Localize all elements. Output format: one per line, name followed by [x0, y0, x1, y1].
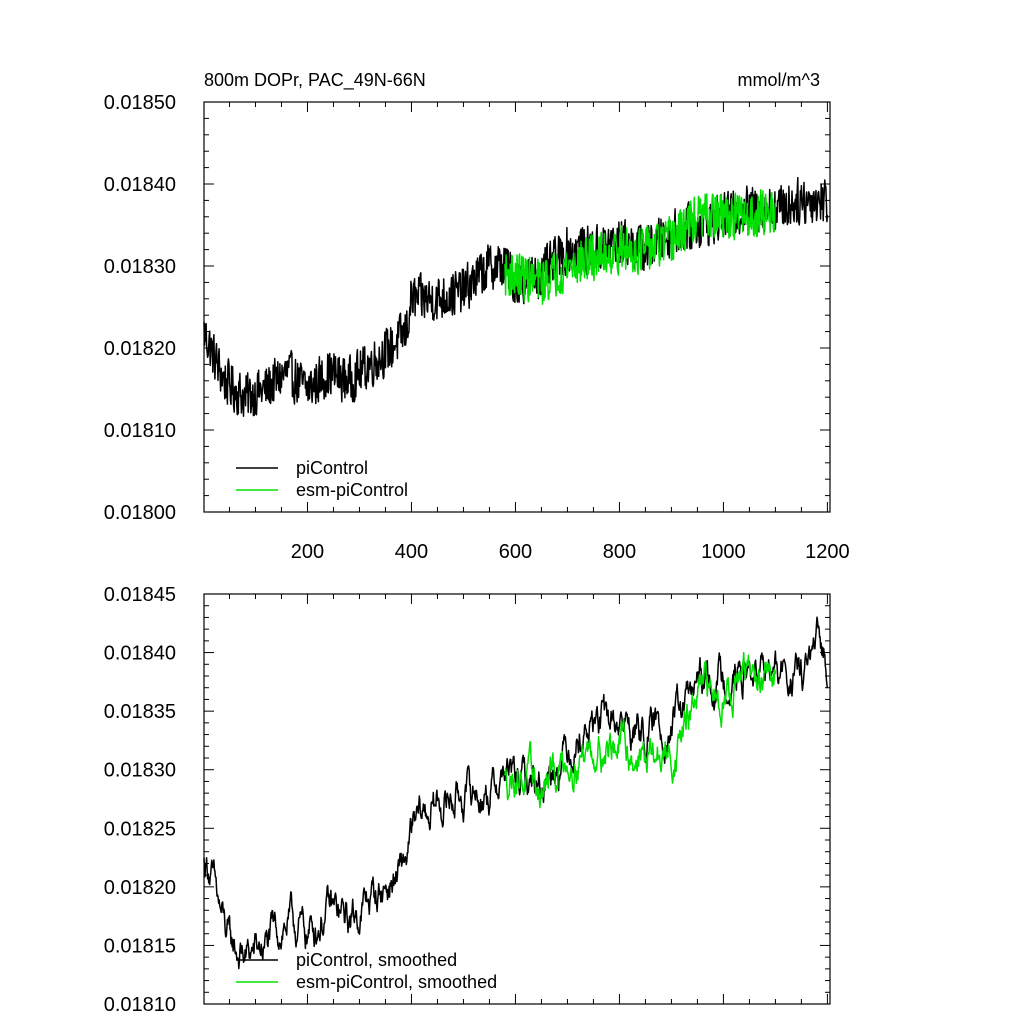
- legend: piControl, smoothed esm-piControl, smoot…: [236, 950, 497, 992]
- y-tick-label: 0.01850: [104, 92, 176, 114]
- series-lines: [203, 176, 829, 417]
- series-line-picontrol-smoothed: [203, 616, 829, 970]
- x-tick-label: 600: [499, 541, 532, 563]
- series-line-picontrol: [203, 176, 829, 417]
- x-tick-label: 1200: [805, 541, 850, 563]
- top-panel: 800m DOPr, PAC_49N-66N mmol/m^3 200 400 60…: [104, 70, 850, 563]
- x-tick-label: 1000: [701, 541, 746, 563]
- legend: piControl esm-piControl: [236, 458, 408, 500]
- y-tick-label: 0.01835: [104, 701, 176, 723]
- x-tick-label: 800: [603, 541, 636, 563]
- plot-frame-bottom: [203, 593, 831, 1005]
- y-tick-label: 0.01830: [104, 760, 176, 782]
- y-tick-label: 0.01820: [104, 877, 176, 899]
- legend-label-esm-picontrol: esm-piControl: [296, 480, 408, 500]
- plot-frame-top: [203, 101, 831, 513]
- series-lines: [203, 616, 829, 970]
- y-tick-label: 0.01840: [104, 174, 176, 196]
- y-tick-label: 0.01800: [104, 502, 176, 524]
- chart-title: 800m DOPr, PAC_49N-66N: [204, 70, 426, 91]
- y-tick-label: 0.01840: [104, 643, 176, 665]
- legend-label-picontrol-smoothed: piControl, smoothed: [296, 950, 457, 970]
- y-tick-label: 0.01830: [104, 256, 176, 278]
- x-tick-label: 400: [395, 541, 428, 563]
- units-label: mmol/m^3: [738, 70, 820, 90]
- y-tick-label: 0.01815: [104, 935, 176, 957]
- y-tick-label: 0.01820: [104, 338, 176, 360]
- bottom-panel: 0.01810 0.01815 0.01820 0.01825 0.01830 0.018…: [104, 584, 831, 1016]
- y-tick-label: 0.01825: [104, 818, 176, 840]
- axis-ticks: 0.01810 0.01815 0.01820 0.01825 0.01830 0.018…: [104, 584, 830, 1016]
- series-line-esm-picontrol: [504, 189, 777, 305]
- legend-label-esm-picontrol-smoothed: esm-piControl, smoothed: [296, 972, 497, 992]
- y-tick-label: 0.01810: [104, 994, 176, 1016]
- y-tick-label: 0.01845: [104, 584, 176, 606]
- axis-ticks: 200 400 600 800 1000 1200 0.01800 0.01810 0.0182…: [104, 92, 850, 563]
- y-tick-label: 0.01810: [104, 420, 176, 442]
- x-tick-label: 200: [291, 541, 324, 563]
- legend-label-picontrol: piControl: [296, 458, 368, 478]
- series-line-esm-picontrol-smoothed: [504, 651, 777, 809]
